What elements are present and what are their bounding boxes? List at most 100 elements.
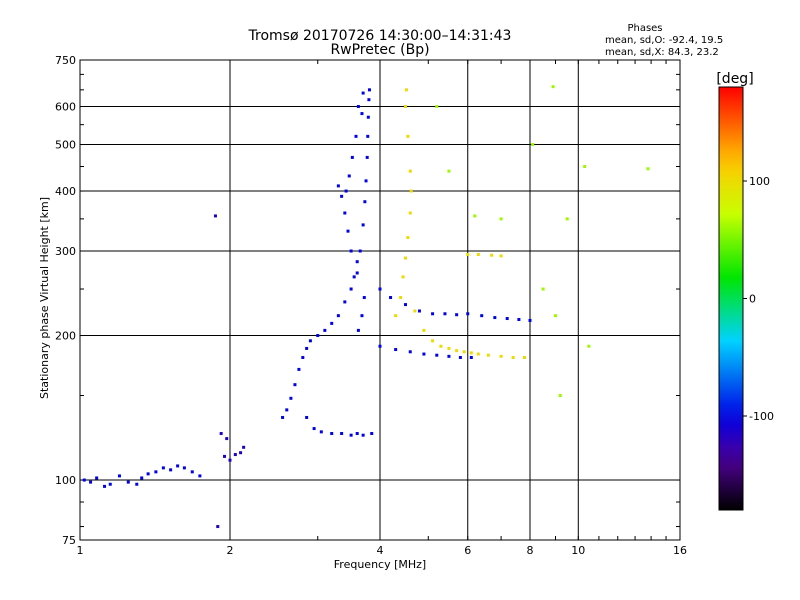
data-point [366,115,370,119]
series-group [305,415,374,437]
data-point [439,344,443,348]
x-axis-label: Frequency [MHz] [334,558,426,571]
data-point [89,480,93,484]
data-point [531,143,535,147]
data-point [435,353,439,357]
phases-header: Phases [627,23,662,34]
y-tick-label: 300 [55,245,76,258]
data-point [458,355,462,359]
data-point [182,466,186,470]
data-point [219,432,223,436]
data-point [583,164,587,168]
data-point [301,355,305,359]
data-point [403,256,407,260]
data-point [469,351,473,355]
data-point [370,432,374,436]
data-point [413,309,417,313]
data-point [646,167,650,171]
y-tick-label: 75 [62,534,76,547]
data-point [126,480,130,484]
data-point [360,112,364,116]
series-group [378,287,532,359]
x-axis-ticks: 1 2 4 6 8 10 16 [77,544,688,557]
data-point [293,383,297,387]
x-tick-label: 2 [227,544,234,557]
colorbar-tick-label: -100 [749,410,774,423]
data-point [408,211,412,215]
data-point [447,354,451,358]
data-point [362,296,366,300]
data-point [553,314,557,318]
data-point [406,236,410,240]
data-point [340,432,344,436]
data-point [490,253,494,257]
data-point [355,432,359,436]
data-point [480,314,484,318]
data-point [213,214,217,218]
data-point [349,287,353,291]
data-point [466,312,470,316]
data-point [394,314,398,318]
data-point [135,482,139,486]
data-point [431,339,435,343]
data-point [466,253,470,257]
data-point [447,346,451,350]
y-axis-ticks: 75 100 200 300 400 500 600 750 [55,54,76,547]
data-point [223,454,227,458]
y-tick-label: 200 [55,330,76,343]
x-tick-label: 8 [527,544,534,557]
data-point [365,155,369,159]
data-point [140,476,144,480]
data-point [330,321,334,325]
series-group [394,88,527,359]
x-tick-label: 10 [571,544,585,557]
data-point [443,312,447,316]
data-point [406,134,410,138]
data-point [343,300,347,304]
data-point [360,314,364,318]
series-group [213,214,246,529]
data-point [435,105,439,109]
data-point [367,98,371,102]
phases-stat-o: mean, sd,O: -92.4, 19.5 [605,35,723,46]
data-point [469,355,473,359]
data-point [403,105,407,109]
data-point [523,355,527,359]
colorbar [718,86,744,511]
data-point [378,287,382,291]
data-point [511,355,515,359]
plot-area [79,59,681,541]
data-point [349,249,353,253]
x-tick-label: 6 [464,544,471,557]
data-point [361,91,365,95]
data-point [364,179,368,183]
data-point [154,470,158,474]
chart-subtitle: RwPretec (Bp) [330,42,429,58]
data-point [169,468,173,472]
colorbar-ticks: 100 0 -100 [743,175,774,423]
data-point [308,339,312,343]
data-point [319,430,323,434]
series-group [82,464,202,488]
data-point [198,474,202,478]
data-point [95,476,99,480]
data-point [336,314,340,318]
y-tick-label: 100 [55,474,76,487]
data-point [404,88,408,92]
x-tick-label: 4 [377,544,384,557]
x-tick-label: 16 [673,544,687,557]
data-point [216,525,220,529]
data-point [316,334,320,338]
data-point [297,367,301,371]
y-tick-label: 400 [55,185,76,198]
data-point [336,184,340,188]
data-point [176,464,180,468]
data-point [305,415,309,419]
data-point [403,303,407,307]
data-point [146,472,150,476]
data-point [367,88,371,92]
data-point [361,433,365,437]
data-point [363,200,367,204]
data-point [399,296,403,300]
data-point [82,478,86,482]
